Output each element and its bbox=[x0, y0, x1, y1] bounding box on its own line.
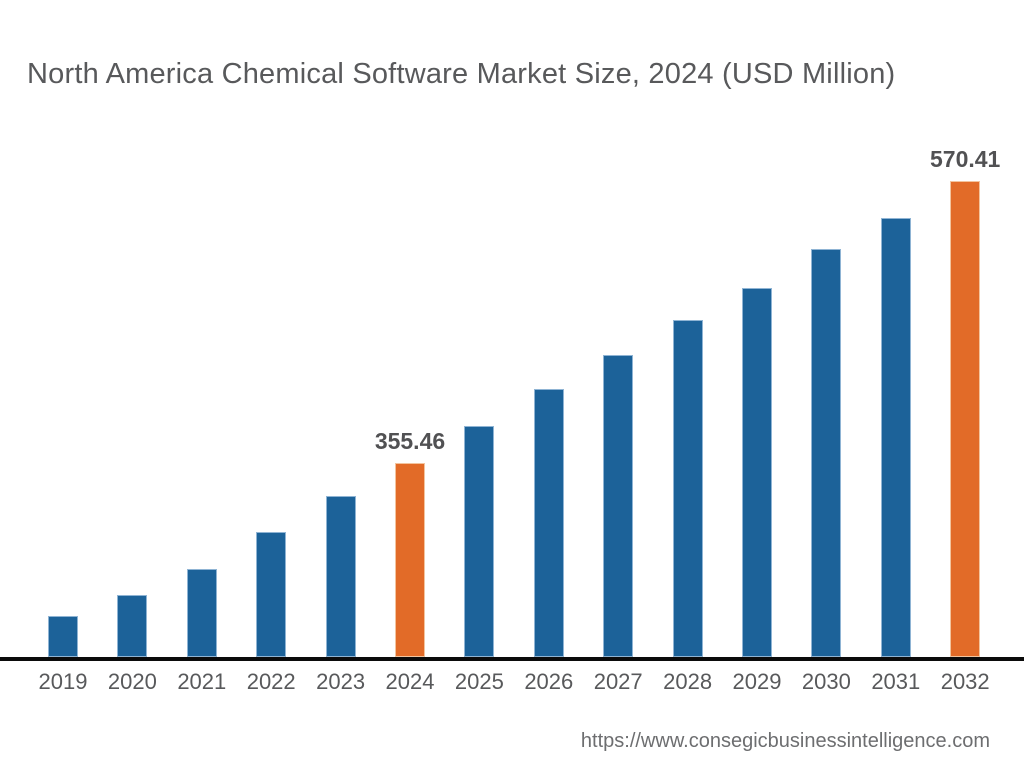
x-axis-label-2030: 2030 bbox=[801, 669, 851, 694]
bar-2019 bbox=[48, 616, 78, 657]
bar-2026 bbox=[533, 389, 564, 657]
bar-2030 bbox=[811, 249, 842, 657]
bar-2032 bbox=[950, 181, 981, 657]
bar-2020 bbox=[117, 595, 148, 657]
bar-2023 bbox=[325, 496, 356, 657]
x-axis-label-2026: 2026 bbox=[524, 669, 574, 694]
bar-2021 bbox=[186, 569, 217, 657]
value-label-2032: 570.41 bbox=[930, 146, 1001, 172]
x-axis-label-2019: 2019 bbox=[38, 669, 88, 694]
x-axis-label-2020: 2020 bbox=[107, 669, 157, 694]
bar-2024 bbox=[395, 463, 425, 657]
source-url: https://www.consegicbusinessintelligence… bbox=[580, 730, 990, 752]
x-axis-label-2027: 2027 bbox=[593, 669, 643, 694]
bar-2022 bbox=[256, 532, 287, 657]
bar-2025 bbox=[464, 426, 495, 657]
x-axis-line bbox=[0, 657, 1024, 661]
x-axis-label-2028: 2028 bbox=[663, 669, 713, 694]
x-axis-label-2029: 2029 bbox=[732, 669, 782, 694]
chart-title: North America Chemical Software Market S… bbox=[27, 58, 896, 90]
bar-2028 bbox=[672, 320, 703, 657]
bar-2027 bbox=[603, 355, 634, 657]
x-axis-label-2031: 2031 bbox=[871, 669, 921, 694]
x-axis-label-2023: 2023 bbox=[316, 669, 366, 694]
x-axis-label-2024: 2024 bbox=[385, 669, 435, 694]
x-axis-label-2032: 2032 bbox=[940, 669, 990, 694]
value-label-2024: 355.46 bbox=[374, 428, 446, 454]
x-axis-label-2021: 2021 bbox=[177, 669, 227, 694]
x-axis-label-2022: 2022 bbox=[246, 669, 296, 694]
bar-2029 bbox=[742, 288, 772, 657]
bar-2031 bbox=[880, 218, 911, 657]
x-axis-label-2025: 2025 bbox=[454, 669, 504, 694]
